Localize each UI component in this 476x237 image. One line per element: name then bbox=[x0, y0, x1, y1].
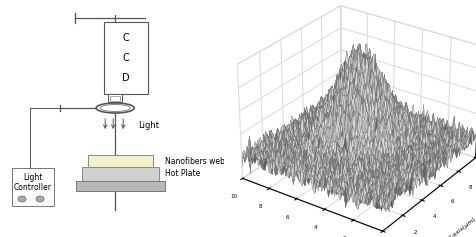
Text: Light: Light bbox=[23, 173, 43, 182]
Bar bbox=[12, 168, 54, 206]
Bar bbox=[108, 94, 122, 102]
Ellipse shape bbox=[18, 196, 26, 202]
Bar bbox=[104, 22, 148, 94]
Ellipse shape bbox=[96, 103, 134, 113]
Ellipse shape bbox=[100, 105, 130, 111]
Y-axis label: X-axis(μm): X-axis(μm) bbox=[448, 216, 476, 237]
Text: C: C bbox=[123, 33, 129, 43]
Bar bbox=[76, 181, 165, 191]
Text: D: D bbox=[122, 73, 130, 83]
Bar bbox=[82, 167, 159, 181]
Bar bbox=[110, 96, 120, 101]
Text: Hot Plate: Hot Plate bbox=[165, 169, 200, 178]
Ellipse shape bbox=[36, 196, 44, 202]
Text: Nanofibers web: Nanofibers web bbox=[165, 156, 225, 165]
Text: Controller: Controller bbox=[14, 182, 52, 191]
Text: C: C bbox=[123, 53, 129, 63]
Text: Light: Light bbox=[138, 122, 159, 131]
Bar bbox=[88, 155, 153, 167]
